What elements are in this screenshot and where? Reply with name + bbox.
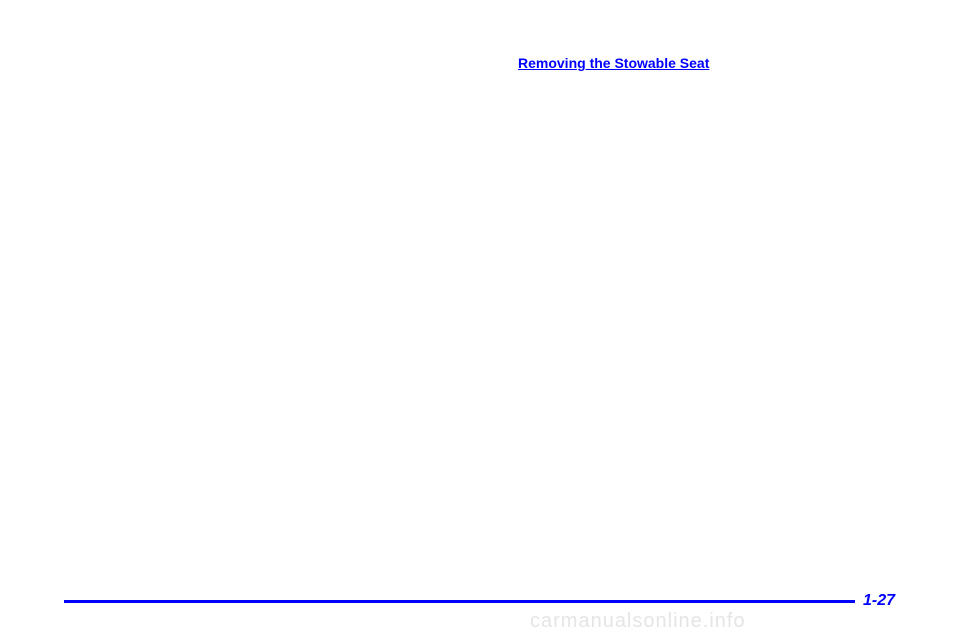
footer-divider — [64, 600, 855, 603]
watermark-text: carmanualsonline.info — [530, 610, 746, 633]
page-number: 1-27 — [863, 592, 895, 610]
section-link[interactable]: Removing the Stowable Seat — [518, 55, 709, 71]
